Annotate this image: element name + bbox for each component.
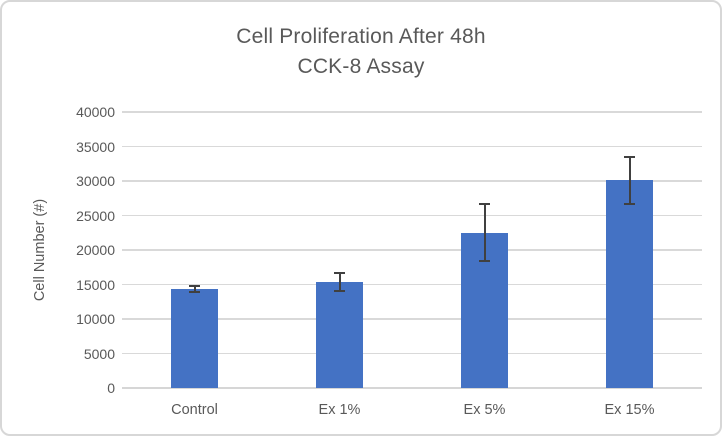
gridline-5000 (122, 352, 702, 355)
ytick-label-35000: 35000 (76, 138, 115, 155)
error-cap-bottom-ex-1 (334, 289, 345, 292)
xtick-label-ex-1: Ex 1% (318, 402, 361, 418)
xtick-label-ex-5: Ex 5% (463, 402, 506, 418)
bar-ex-1 (316, 281, 363, 388)
chart-title: Cell Proliferation After 48h CCK-8 Assay (2, 22, 720, 82)
error-cap-bottom-ex-5 (479, 260, 490, 263)
chart-title-line-1: Cell Proliferation After 48h (236, 25, 486, 48)
ytick-label-30000: 30000 (76, 173, 115, 189)
error-bar-ex-1 (338, 272, 341, 291)
bar-control (171, 288, 218, 388)
error-cap-top-ex-15 (624, 155, 635, 158)
gridline-20000 (122, 249, 702, 251)
error-bar-ex-5 (483, 204, 486, 262)
bar-ex-15 (606, 180, 653, 388)
gridline-35000 (122, 145, 702, 148)
error-bar-ex-15 (628, 156, 631, 204)
gridline-40000 (122, 111, 702, 113)
ytick-label-15000: 15000 (76, 276, 115, 293)
gridline-30000 (122, 180, 702, 182)
xtick-label-ex-15: Ex 15% (604, 402, 655, 418)
chart-title-line-2: CCK-8 Assay (297, 55, 425, 78)
ytick-label-0: 0 (107, 380, 115, 396)
gridline-25000 (122, 214, 702, 217)
error-cap-top-ex-5 (479, 203, 490, 206)
error-cap-bottom-control (189, 290, 200, 293)
ytick-label-20000: 20000 (76, 242, 115, 258)
ytick-label-10000: 10000 (76, 311, 115, 327)
ytick-label-5000: 5000 (83, 345, 115, 362)
ytick-label-25000: 25000 (76, 207, 115, 224)
ytick-label-40000: 40000 (76, 104, 115, 120)
xtick-label-control: Control (171, 402, 218, 418)
error-cap-top-ex-1 (334, 271, 345, 274)
error-cap-bottom-ex-15 (624, 202, 635, 205)
x-axis-line (122, 387, 702, 389)
error-cap-top-control (189, 284, 200, 287)
gridline-10000 (122, 318, 702, 320)
gridline-15000 (122, 283, 702, 286)
error-bar-control (193, 285, 196, 292)
